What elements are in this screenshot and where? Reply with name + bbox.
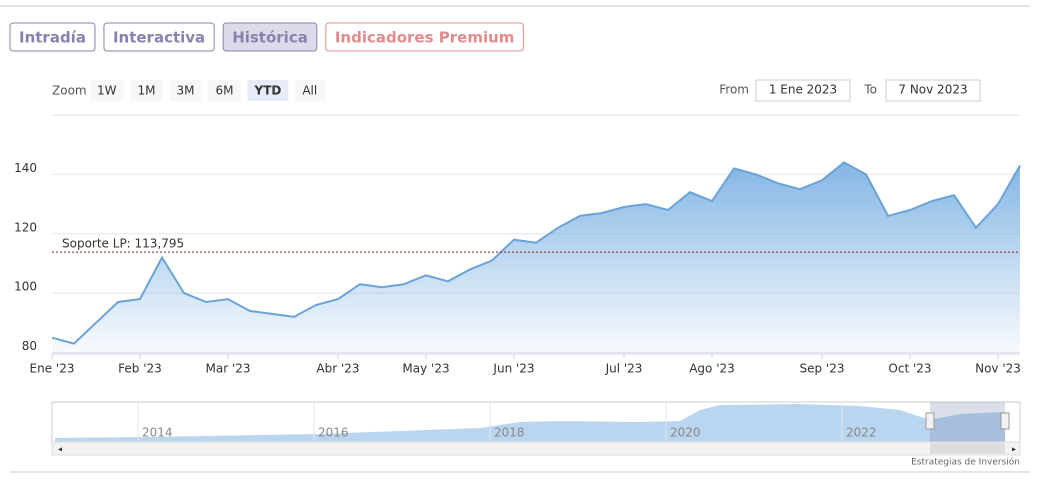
zoom-button[interactable] (247, 80, 289, 101)
navigator-area (55, 404, 1005, 442)
scroll-left[interactable]: ◂ (58, 445, 62, 454)
to-label: To (863, 83, 877, 97)
zoom-button[interactable] (208, 80, 241, 101)
navigator-year: 2016 (318, 426, 349, 440)
y-tick-label: 140 (14, 161, 37, 175)
zoom-button-label[interactable]: 1W (97, 84, 117, 98)
from-value[interactable]: 1 Ene 2023 (769, 83, 837, 97)
navigator-year: 2020 (670, 426, 701, 440)
series-line (51, 161, 1021, 345)
navigator-year: 2022 (846, 426, 877, 440)
navigator-handle[interactable] (925, 412, 935, 430)
navigator-window[interactable] (930, 402, 1005, 442)
x-tick-label: Jul '23 (605, 362, 643, 376)
from-label: From (719, 83, 749, 97)
to-input[interactable] (885, 79, 981, 102)
navigator-handle[interactable] (1000, 412, 1010, 430)
scrollbar[interactable] (51, 441, 1021, 456)
zoom-button-label[interactable]: YTD (254, 84, 282, 98)
zoom-button[interactable] (169, 80, 202, 101)
x-tick-label: Abr '23 (316, 362, 359, 376)
tab-label[interactable]: Interactiva (113, 29, 205, 47)
area-fill (52, 162, 1020, 354)
tab-label[interactable]: Indicadores Premium (335, 29, 515, 47)
scroll-right[interactable]: ▸ (1012, 445, 1016, 454)
zoom-button-label[interactable]: 1M (138, 84, 156, 98)
zoom-button[interactable] (90, 80, 124, 101)
x-tick-label: Ene '23 (30, 362, 75, 376)
x-tick-label: Nov '23 (975, 362, 1021, 376)
tab-label[interactable]: Histórica (232, 29, 308, 47)
tab-button[interactable] (9, 22, 96, 52)
zoom-button[interactable] (295, 80, 326, 101)
x-tick-label: Ago '23 (689, 362, 735, 376)
support-label: Soporte LP: 113,795 (62, 237, 184, 251)
zoom-button-label[interactable]: All (302, 84, 317, 98)
scrollbar-thumb[interactable] (930, 443, 1005, 454)
from-input[interactable] (755, 79, 851, 102)
x-tick-label: Sep '23 (800, 362, 845, 376)
y-tick-label: 120 (14, 220, 37, 234)
zoom-button-label[interactable]: 6M (216, 84, 234, 98)
tab-button[interactable] (325, 22, 524, 52)
to-value[interactable]: 7 Nov 2023 (898, 83, 967, 97)
zoom-button-label[interactable]: 3M (177, 84, 195, 98)
zoom-button[interactable] (130, 80, 163, 101)
tab-button[interactable] (103, 22, 215, 52)
x-tick-label: Mar '23 (205, 362, 250, 376)
x-tick-label: Feb '23 (118, 362, 162, 376)
zoom-label: Zoom (52, 84, 87, 98)
navigator-year: 2018 (494, 426, 525, 440)
x-tick-label: May '23 (402, 362, 449, 376)
credit: Estrategias de Inversión (911, 457, 1020, 468)
y-tick-label: 100 (14, 280, 37, 294)
tab-label[interactable]: Intradía (19, 29, 86, 47)
x-tick-label: Jun '23 (492, 362, 534, 376)
navigator-year: 2014 (142, 426, 173, 440)
tab-button[interactable] (222, 22, 318, 52)
y-tick-label: 80 (22, 339, 37, 353)
x-tick-label: Oct '23 (888, 362, 931, 376)
